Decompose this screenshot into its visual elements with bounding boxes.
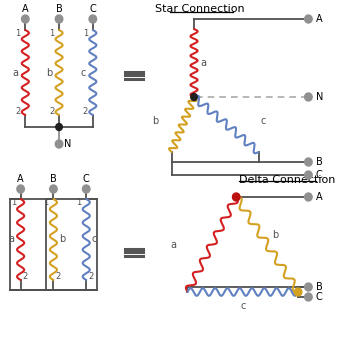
Text: B: B: [316, 282, 323, 292]
Text: N: N: [64, 139, 71, 149]
Text: C: C: [90, 4, 96, 14]
Text: b: b: [46, 67, 53, 78]
Text: 2: 2: [49, 107, 54, 116]
Text: b: b: [59, 235, 65, 245]
Text: A: A: [22, 4, 29, 14]
Circle shape: [55, 15, 63, 23]
Circle shape: [305, 193, 312, 201]
Text: 2: 2: [88, 272, 93, 281]
Text: 1: 1: [11, 198, 16, 207]
Text: B: B: [50, 174, 57, 184]
Circle shape: [305, 93, 312, 101]
Circle shape: [294, 288, 302, 296]
Text: 1: 1: [83, 29, 88, 38]
Text: 1: 1: [44, 198, 49, 207]
Text: c: c: [81, 67, 86, 78]
Text: B: B: [56, 4, 62, 14]
Text: C: C: [316, 292, 323, 302]
Text: C: C: [316, 170, 323, 180]
Text: 2: 2: [15, 107, 21, 116]
Text: a: a: [170, 240, 176, 249]
Circle shape: [305, 293, 312, 301]
Text: 1: 1: [49, 29, 54, 38]
Text: a: a: [8, 235, 14, 245]
Text: b: b: [152, 116, 158, 125]
Circle shape: [82, 185, 90, 193]
Circle shape: [21, 15, 29, 23]
Text: A: A: [316, 192, 323, 202]
Text: b: b: [272, 229, 278, 240]
Text: c: c: [92, 235, 97, 245]
Text: c: c: [260, 116, 266, 125]
Circle shape: [55, 140, 63, 148]
Text: 2: 2: [83, 107, 88, 116]
Circle shape: [305, 15, 312, 23]
Text: 1: 1: [76, 198, 81, 207]
Circle shape: [17, 185, 24, 193]
Text: 2: 2: [55, 272, 61, 281]
Text: 1: 1: [15, 29, 21, 38]
Circle shape: [191, 93, 197, 100]
Text: a: a: [13, 67, 19, 78]
Text: C: C: [83, 174, 90, 184]
Circle shape: [232, 193, 240, 201]
Text: A: A: [17, 174, 24, 184]
Circle shape: [305, 171, 312, 179]
Circle shape: [89, 15, 97, 23]
Text: N: N: [316, 92, 323, 102]
Text: Star Connection: Star Connection: [155, 4, 245, 14]
Text: A: A: [316, 14, 323, 24]
Text: Delta Connection: Delta Connection: [239, 175, 336, 185]
Text: a: a: [201, 58, 207, 68]
Text: c: c: [240, 301, 245, 311]
Text: B: B: [316, 157, 323, 167]
Circle shape: [56, 123, 62, 130]
Circle shape: [305, 158, 312, 166]
Circle shape: [50, 185, 57, 193]
Circle shape: [305, 283, 312, 291]
Text: 2: 2: [22, 272, 28, 281]
